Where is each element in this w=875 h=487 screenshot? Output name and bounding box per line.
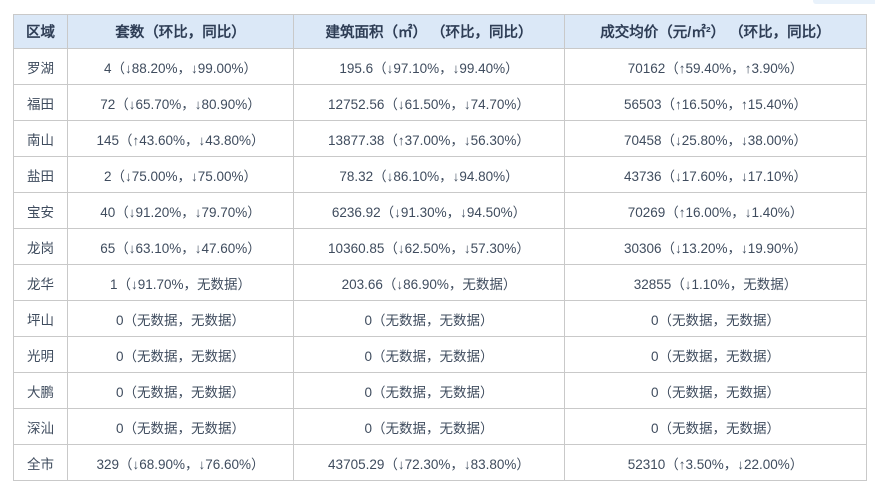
cell-area: 0（无数据，无数据） [293,336,565,373]
cell-area: 0（无数据，无数据） [293,300,565,337]
cell-units: 0（无数据，无数据） [67,300,294,337]
cell-units: 72（↓65.70%，↓80.90%） [67,84,294,121]
cell-region: 光明 [13,336,68,373]
table-row: 宝安 40（↓91.20%，↓79.70%） 6236.92（↓91.30%，↓… [13,192,867,229]
cell-region: 盐田 [13,156,68,193]
col-header-area: 建筑面积（㎡） （环比，同比） [293,14,565,49]
cell-price: 0（无数据，无数据） [564,336,867,373]
cell-price: 43736（↓17.60%，↓17.10%） [564,156,867,193]
col-header-region: 区域 [13,14,68,49]
cell-units: 4（↓88.20%，↓99.00%） [67,48,294,85]
cell-units: 2（↓75.00%，↓75.00%） [67,156,294,193]
cell-price: 0（无数据，无数据） [564,300,867,337]
cell-price: 0（无数据，无数据） [564,372,867,409]
cell-units: 329（↓68.90%，↓76.60%） [67,444,294,481]
cell-price: 56503（↑16.50%，↑15.40%） [564,84,867,121]
cell-units: 0（无数据，无数据） [67,408,294,445]
cell-price: 52310（↑3.50%，↓22.00%） [564,444,867,481]
cell-region: 福田 [13,84,68,121]
table-row: 大鹏 0（无数据，无数据） 0（无数据，无数据） 0（无数据，无数据） [13,372,867,409]
table-header-row: 区域 套数（环比，同比） 建筑面积（㎡） （环比，同比） 成交均价（元/㎡²） … [13,14,867,49]
cell-units: 0（无数据，无数据） [67,372,294,409]
col-header-price: 成交均价（元/㎡²） （环比，同比） [564,14,867,49]
cell-area: 0（无数据，无数据） [293,372,565,409]
cell-units: 1（↓91.70%，无数据） [67,264,294,301]
table-row: 福田 72（↓65.70%，↓80.90%） 12752.56（↓61.50%，… [13,84,867,121]
cell-units: 40（↓91.20%，↓79.70%） [67,192,294,229]
cell-region: 龙岗 [13,228,68,265]
table-row: 龙华 1（↓91.70%，无数据） 203.66（↓86.90%，无数据） 32… [13,264,867,301]
cell-price: 32855（↓1.10%，无数据） [564,264,867,301]
cell-region: 全市 [13,444,68,481]
cell-units: 145（↑43.60%，↓43.80%） [67,120,294,157]
table-row: 盐田 2（↓75.00%，↓75.00%） 78.32（↓86.10%，↓94.… [13,156,867,193]
transactions-table: 区域 套数（环比，同比） 建筑面积（㎡） （环比，同比） 成交均价（元/㎡²） … [13,14,867,481]
col-header-units: 套数（环比，同比） [67,14,294,49]
cell-region: 坪山 [13,300,68,337]
cell-region: 罗湖 [13,48,68,85]
cell-area: 12752.56（↓61.50%，↓74.70%） [293,84,565,121]
cell-area: 0（无数据，无数据） [293,408,565,445]
partial-cutoff-element [813,0,875,4]
cell-area: 6236.92（↓91.30%，↓94.50%） [293,192,565,229]
cell-area: 13877.38（↑37.00%，↓56.30%） [293,120,565,157]
cell-units: 0（无数据，无数据） [67,336,294,373]
table-row: 龙岗 65（↓63.10%，↓47.60%） 10360.85（↓62.50%，… [13,228,867,265]
cell-area: 43705.29（↓72.30%，↓83.80%） [293,444,565,481]
cell-price: 70162（↑59.40%，↑3.90%） [564,48,867,85]
cell-price: 70458（↓25.80%，↓38.00%） [564,120,867,157]
cell-area: 10360.85（↓62.50%，↓57.30%） [293,228,565,265]
cell-price: 30306（↓13.20%，↓19.90%） [564,228,867,265]
cell-region: 大鹏 [13,372,68,409]
cell-region: 龙华 [13,264,68,301]
cell-region: 南山 [13,120,68,157]
cell-price: 70269（↑16.00%，↓1.40%） [564,192,867,229]
table-row: 全市 329（↓68.90%，↓76.60%） 43705.29（↓72.30%… [13,444,867,481]
cell-area: 203.66（↓86.90%，无数据） [293,264,565,301]
cell-region: 宝安 [13,192,68,229]
table-row: 罗湖 4（↓88.20%，↓99.00%） 195.6（↓97.10%，↓99.… [13,48,867,85]
table-row: 坪山 0（无数据，无数据） 0（无数据，无数据） 0（无数据，无数据） [13,300,867,337]
cell-price: 0（无数据，无数据） [564,408,867,445]
table-row: 深汕 0（无数据，无数据） 0（无数据，无数据） 0（无数据，无数据） [13,408,867,445]
table-row: 光明 0（无数据，无数据） 0（无数据，无数据） 0（无数据，无数据） [13,336,867,373]
cell-area: 78.32（↓86.10%，↓94.80%） [293,156,565,193]
table-row: 南山 145（↑43.60%，↓43.80%） 13877.38（↑37.00%… [13,120,867,157]
cell-area: 195.6（↓97.10%，↓99.40%） [293,48,565,85]
cell-units: 65（↓63.10%，↓47.60%） [67,228,294,265]
cell-region: 深汕 [13,408,68,445]
